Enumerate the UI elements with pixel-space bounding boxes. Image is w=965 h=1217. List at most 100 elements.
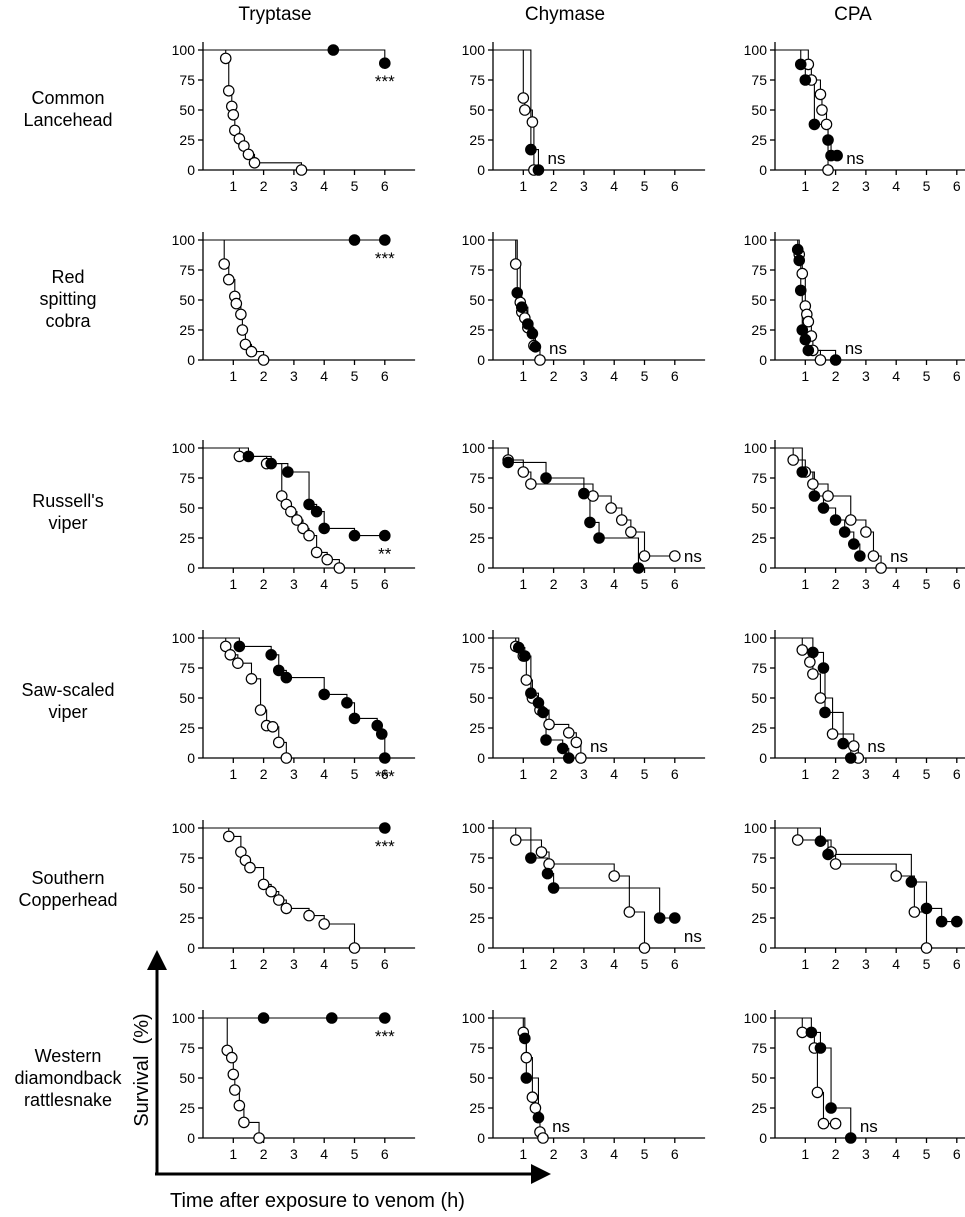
- y-tick-label: 75: [469, 850, 485, 866]
- filled-data-point: [593, 532, 605, 544]
- filled-data-point: [817, 502, 830, 514]
- y-tick-label: 50: [469, 102, 485, 118]
- panel-western-diamondback-rattlesnake-cpa: 0 25 50 75 100 1 2 3 4 5 6 ns: [744, 1010, 965, 1162]
- filled-data-point: [541, 867, 554, 880]
- open-data-point: [280, 902, 293, 915]
- filled-data-point: [829, 354, 842, 366]
- y-tick-label: 50: [751, 880, 767, 896]
- filled-data-point: [793, 254, 806, 267]
- open-data-point: [253, 1132, 265, 1144]
- y-tick-label: 25: [751, 322, 767, 338]
- x-tick-label: 3: [290, 368, 298, 384]
- y-tick-label: 75: [469, 470, 485, 486]
- x-tick-label: 1: [519, 178, 527, 194]
- y-tick-label: 100: [462, 1010, 486, 1026]
- filled-data-point: [799, 74, 812, 86]
- open-data-point: [519, 104, 531, 116]
- y-tick-label: 50: [179, 690, 195, 706]
- open-data-point: [625, 526, 637, 538]
- significance-label: ns: [846, 149, 864, 168]
- x-tick-label: 4: [892, 576, 900, 592]
- y-tick-label: 0: [759, 1130, 767, 1146]
- filled-data-point: [537, 706, 549, 719]
- x-tick-label: 1: [229, 1146, 237, 1162]
- x-tick-label: 4: [320, 178, 328, 194]
- x-tick-label: 2: [550, 368, 558, 384]
- y-tick-label: 50: [751, 500, 767, 516]
- x-tick-label: 2: [832, 766, 840, 782]
- x-tick-label: 4: [320, 576, 328, 592]
- x-tick-label: 5: [641, 1146, 649, 1162]
- row-label-line: spitting: [39, 289, 96, 309]
- open-data-point: [526, 1091, 539, 1103]
- x-tick-label: 2: [832, 956, 840, 972]
- y-tick-label: 50: [179, 102, 195, 118]
- x-tick-label: 3: [862, 576, 870, 592]
- row-label-line: rattlesnake: [24, 1090, 112, 1110]
- filled-survival-curve: [203, 447, 385, 537]
- significance-label: ***: [375, 72, 395, 91]
- y-tick-label: 25: [751, 1100, 767, 1116]
- panel-russell-s-viper-chymase: 0 25 50 75 100 1 2 3 4 5 6 ns: [462, 440, 706, 592]
- y-tick-label: 0: [477, 352, 485, 368]
- filled-data-point: [935, 915, 948, 928]
- filled-data-point: [378, 234, 391, 246]
- filled-data-point: [378, 752, 391, 764]
- open-data-point: [908, 906, 921, 918]
- open-data-point: [227, 109, 240, 121]
- open-data-point: [575, 752, 587, 764]
- column-title-tryptase: Tryptase: [238, 4, 311, 25]
- filled-survival-curve: [775, 447, 861, 556]
- significance-label: ***: [375, 1027, 395, 1046]
- open-data-point: [804, 656, 816, 668]
- open-data-point: [817, 1117, 830, 1130]
- open-data-point: [254, 704, 267, 716]
- open-data-point: [333, 562, 346, 574]
- open-data-point: [235, 308, 247, 321]
- filled-data-point: [844, 1132, 857, 1144]
- x-tick-label: 1: [801, 766, 809, 782]
- x-tick-label: 6: [671, 1146, 679, 1162]
- filled-data-point: [242, 450, 255, 463]
- open-data-point: [526, 116, 539, 128]
- significance-label: ns: [590, 737, 608, 756]
- open-data-point: [796, 267, 809, 280]
- x-tick-label: 1: [519, 576, 527, 592]
- x-tick-label: 2: [832, 576, 840, 592]
- open-data-point: [225, 1051, 238, 1064]
- open-data-point: [222, 273, 235, 286]
- open-data-point: [867, 550, 880, 562]
- filled-data-point: [327, 44, 340, 56]
- open-data-point: [224, 648, 237, 661]
- y-tick-label: 0: [477, 1130, 485, 1146]
- x-tick-label: 3: [290, 766, 298, 782]
- open-data-point: [219, 52, 232, 65]
- x-tick-label: 6: [381, 576, 389, 592]
- filled-data-point: [822, 134, 834, 146]
- filled-data-point: [529, 340, 542, 353]
- open-data-point: [525, 478, 537, 490]
- y-tick-label: 25: [179, 322, 195, 338]
- filled-data-point: [512, 641, 525, 654]
- x-tick-label: 4: [610, 1146, 618, 1162]
- x-tick-label: 5: [351, 178, 359, 194]
- filled-data-point: [511, 286, 524, 299]
- x-tick-label: 5: [351, 1146, 359, 1162]
- filled-data-point: [233, 640, 246, 653]
- significance-label: ns: [549, 339, 567, 358]
- panel-western-diamondback-rattlesnake-chymase: 0 25 50 75 100 1 2 3 4 5 6 ns: [462, 1010, 706, 1162]
- filled-data-point: [341, 696, 353, 709]
- open-data-point: [796, 644, 809, 656]
- x-tick-label: 5: [351, 766, 359, 782]
- x-tick-label: 6: [671, 368, 679, 384]
- open-data-point: [303, 529, 315, 542]
- x-tick-label: 5: [923, 368, 931, 384]
- open-data-point: [218, 258, 231, 270]
- y-tick-label: 0: [477, 940, 485, 956]
- y-tick-label: 100: [462, 630, 486, 646]
- filled-data-point: [837, 737, 849, 750]
- filled-data-point: [532, 696, 545, 709]
- y-tick-label: 25: [469, 530, 485, 546]
- filled-data-point: [578, 487, 590, 500]
- filled-data-point: [632, 562, 645, 574]
